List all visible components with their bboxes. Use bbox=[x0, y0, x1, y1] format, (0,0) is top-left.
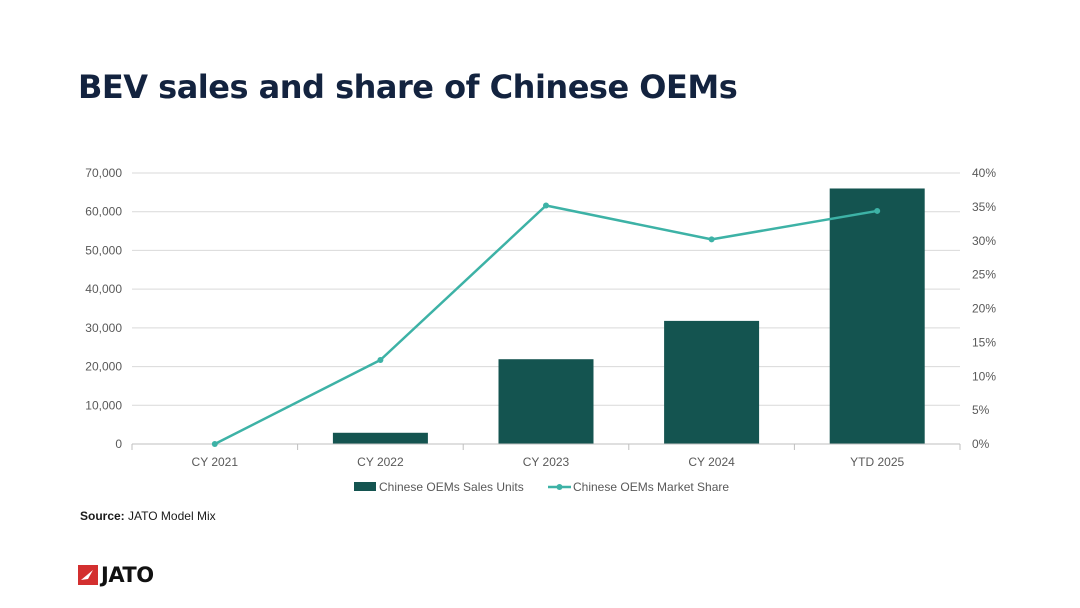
line-point bbox=[708, 236, 715, 243]
logo-text: JATO bbox=[101, 563, 154, 587]
source-note: Source: JATO Model Mix bbox=[80, 509, 216, 523]
legend: Chinese OEMs Sales Units Chinese OEMs Mar… bbox=[354, 480, 729, 494]
legend-label-line: Chinese OEMs Market Share bbox=[573, 480, 729, 494]
bar bbox=[498, 359, 594, 444]
line-point bbox=[543, 202, 549, 209]
y-left-tick-label: 50,000 bbox=[85, 243, 122, 257]
bar bbox=[664, 320, 760, 444]
bar bbox=[829, 188, 925, 444]
x-tick-label: CY 2022 bbox=[357, 455, 404, 469]
y-right-tick-label: 15% bbox=[972, 335, 996, 349]
x-tick-label: YTD 2025 bbox=[850, 455, 904, 469]
page-title: BEV sales and share of Chinese OEMs bbox=[78, 68, 738, 106]
y-left-tick-label: 10,000 bbox=[85, 398, 122, 412]
x-tick-label: CY 2023 bbox=[523, 455, 570, 469]
y-left-tick-label: 70,000 bbox=[85, 166, 122, 180]
line-point bbox=[874, 207, 881, 214]
share-line bbox=[211, 202, 881, 447]
x-axis bbox=[131, 443, 961, 450]
bars bbox=[332, 188, 925, 444]
y-right-tick-label: 30% bbox=[972, 234, 996, 248]
y-left-tick-label: 20,000 bbox=[85, 360, 122, 374]
source-text: JATO Model Mix bbox=[128, 509, 216, 523]
y-right-tick-label: 10% bbox=[972, 369, 996, 383]
y-right-tick-label: 25% bbox=[972, 268, 996, 282]
line-point bbox=[377, 356, 384, 363]
legend-swatch-bar bbox=[354, 482, 376, 491]
y-left-tick-label: 0 bbox=[115, 437, 122, 451]
logo-mark-icon bbox=[78, 565, 98, 585]
y-right-tick-label: 20% bbox=[972, 302, 996, 316]
y-left-tick-label: 60,000 bbox=[85, 205, 122, 219]
x-tick-label: CY 2024 bbox=[688, 455, 735, 469]
bar bbox=[332, 432, 428, 444]
y-right-tick-label: 5% bbox=[972, 403, 990, 417]
axis-labels: 0 10,000 20,000 30,000 40,000 50,000 60,000 70,… bbox=[85, 166, 996, 469]
y-left-tick-label: 30,000 bbox=[85, 321, 122, 335]
source-label: Source: bbox=[80, 509, 125, 523]
jato-logo: JATO bbox=[78, 563, 154, 587]
y-right-tick-label: 0% bbox=[972, 437, 990, 451]
y-left-tick-label: 40,000 bbox=[85, 282, 122, 296]
x-tick-label: CY 2021 bbox=[192, 455, 239, 469]
y-right-tick-label: 40% bbox=[972, 166, 996, 180]
legend-label-bar: Chinese OEMs Sales Units bbox=[379, 480, 524, 494]
legend-swatch-marker bbox=[556, 484, 563, 490]
line-point bbox=[211, 441, 218, 447]
y-right-tick-label: 35% bbox=[972, 200, 996, 214]
